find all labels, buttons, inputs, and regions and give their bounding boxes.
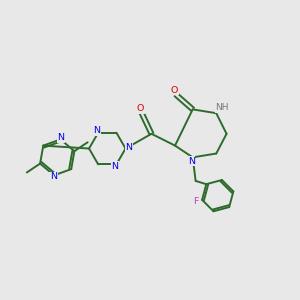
Text: O: O (171, 86, 178, 95)
Text: O: O (136, 104, 144, 113)
Text: N: N (58, 134, 64, 142)
Text: N: N (50, 172, 57, 181)
Text: NH: NH (215, 103, 229, 112)
Text: N: N (112, 162, 118, 171)
Text: F: F (193, 197, 198, 206)
Text: N: N (126, 142, 133, 152)
Text: N: N (93, 126, 100, 135)
Text: N: N (188, 157, 195, 166)
